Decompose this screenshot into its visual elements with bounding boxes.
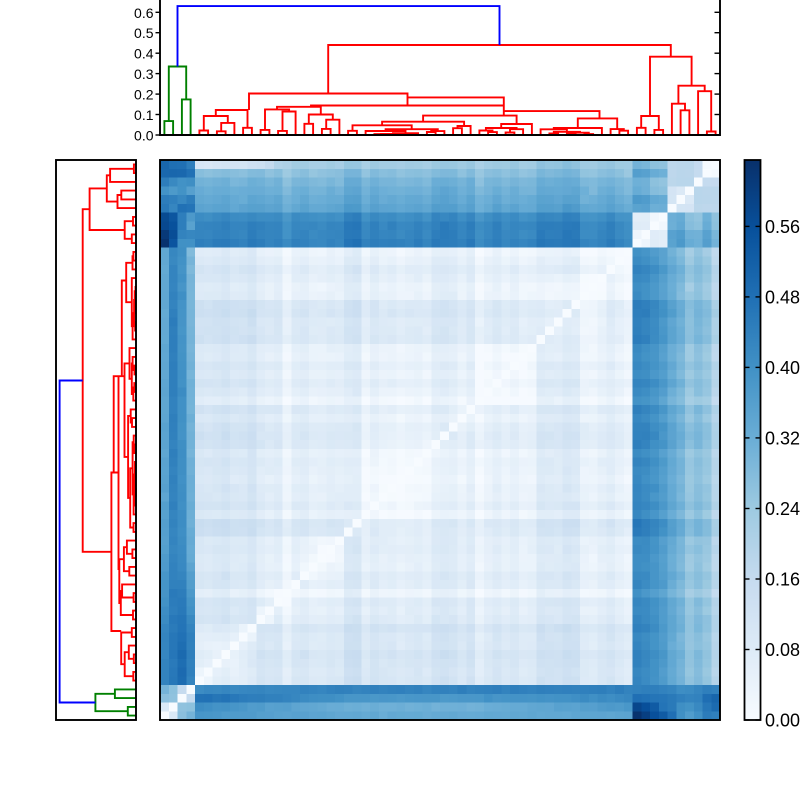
svg-text:0.6: 0.6 [134, 5, 154, 21]
svg-text:0.5: 0.5 [134, 25, 154, 41]
svg-text:0.16: 0.16 [765, 570, 800, 590]
svg-text:0.40: 0.40 [765, 358, 800, 378]
svg-text:0.32: 0.32 [765, 428, 800, 448]
svg-text:0.24: 0.24 [765, 499, 800, 519]
svg-text:0.56: 0.56 [765, 217, 800, 237]
svg-text:0.00: 0.00 [765, 711, 800, 731]
svg-text:0.3: 0.3 [134, 66, 154, 82]
svg-text:0.2: 0.2 [134, 87, 154, 103]
svg-text:0.0: 0.0 [134, 128, 154, 144]
svg-text:0.08: 0.08 [765, 640, 800, 660]
svg-text:0.48: 0.48 [765, 287, 800, 307]
svg-text:0.1: 0.1 [134, 107, 154, 123]
svg-text:0.4: 0.4 [134, 46, 154, 62]
